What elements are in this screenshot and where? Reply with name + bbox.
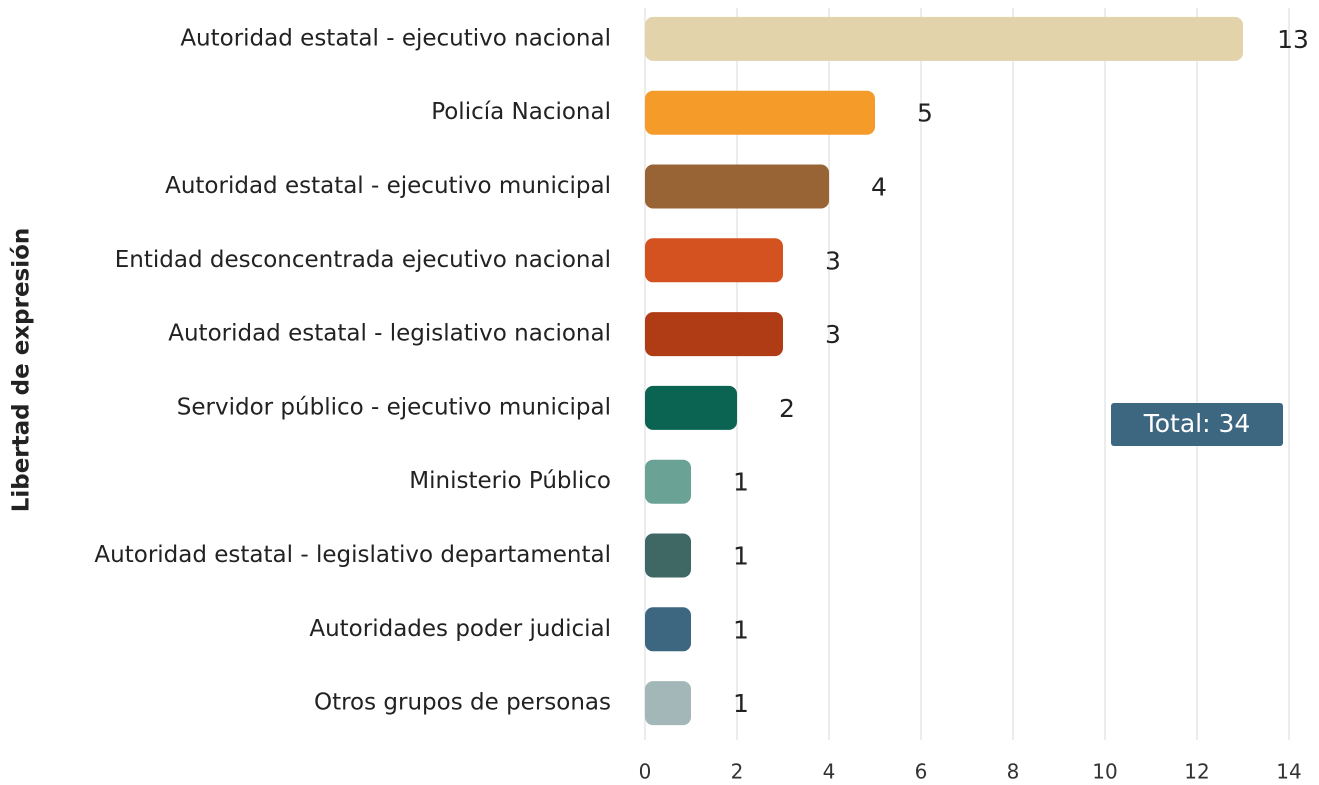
x-tick-label: 4 bbox=[823, 760, 836, 784]
bar bbox=[645, 16, 1243, 61]
y-tick-label: Entidad desconcentrada ejecutivo naciona… bbox=[115, 247, 611, 273]
bar bbox=[645, 312, 783, 357]
x-tick-label: 2 bbox=[731, 760, 744, 784]
y-tick-label: Ministerio Público bbox=[409, 468, 611, 494]
value-label: 1 bbox=[733, 542, 749, 571]
annotation: Total: 34 bbox=[1143, 409, 1251, 438]
bar bbox=[645, 459, 691, 504]
y-tick-label: Autoridad estatal - legislativo nacional bbox=[168, 321, 611, 347]
x-tick-label: 14 bbox=[1276, 760, 1301, 784]
bar bbox=[645, 238, 783, 283]
y-tick-label: Autoridad estatal - legislativo departam… bbox=[94, 542, 611, 568]
bar bbox=[645, 385, 737, 430]
value-label: 1 bbox=[733, 689, 749, 718]
bar bbox=[645, 607, 691, 652]
value-label: 4 bbox=[871, 173, 887, 202]
value-label: 5 bbox=[917, 99, 933, 128]
y-tick-label: Autoridad estatal - ejecutivo nacional bbox=[180, 25, 611, 51]
y-tick-label: Policía Nacional bbox=[431, 99, 611, 125]
bar bbox=[645, 90, 875, 135]
y-tick-label: Autoridad estatal - ejecutivo municipal bbox=[165, 173, 611, 199]
y-tick-label: Servidor público - ejecutivo municipal bbox=[177, 394, 611, 420]
value-label: 3 bbox=[825, 246, 841, 275]
bar bbox=[645, 681, 691, 726]
y-tick-label: Otros grupos de personas bbox=[314, 690, 611, 716]
x-tick-label: 8 bbox=[1007, 760, 1020, 784]
value-label: 1 bbox=[733, 615, 749, 644]
value-label: 13 bbox=[1277, 25, 1309, 54]
x-tick-label: 0 bbox=[639, 760, 652, 784]
value-label: 2 bbox=[779, 394, 795, 423]
y-axis-label: Libertad de expresión bbox=[9, 228, 35, 513]
annotation-box bbox=[1111, 403, 1283, 446]
x-tick-label: 12 bbox=[1184, 760, 1209, 784]
bar bbox=[645, 164, 829, 209]
y-tick-label: Autoridades poder judicial bbox=[309, 616, 611, 642]
x-tick-label: 10 bbox=[1092, 760, 1117, 784]
bar bbox=[645, 533, 691, 578]
x-tick-label: 6 bbox=[915, 760, 928, 784]
value-label: 1 bbox=[733, 468, 749, 497]
value-label: 3 bbox=[825, 320, 841, 349]
